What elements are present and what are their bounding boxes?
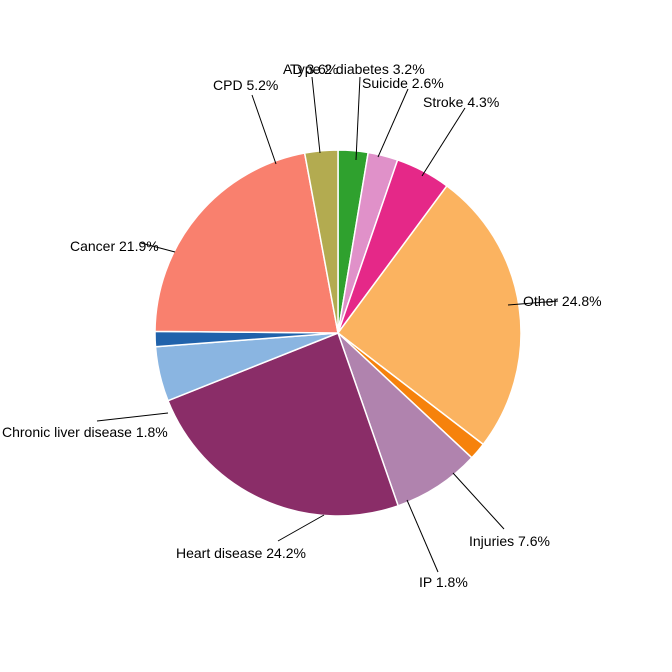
pie-slice-other — [337, 185, 522, 446]
slice-label-ip: IP 1.8% — [419, 574, 468, 590]
slice-label-cancer: Cancer 21.9% — [70, 238, 159, 254]
leader-line-heart-disease — [277, 514, 325, 542]
slice-label-injuries: Injuries 7.6% — [469, 533, 550, 549]
pie-slice-heart-disease — [167, 332, 399, 517]
slice-label-type-2-diabetes: Type 2 diabetes 3.2% — [290, 61, 425, 77]
leader-line-ad — [311, 76, 321, 154]
slice-label-heart-disease: Heart disease 24.2% — [176, 545, 306, 561]
leader-line-ip — [406, 499, 439, 573]
pie-slice-ad — [303, 149, 339, 334]
slice-label-ad: AD 3.6% — [283, 61, 338, 77]
slice-label-stroke: Stroke 4.3% — [423, 94, 499, 110]
slice-labels: CPD 5.2% AD 3.6%Type 2 diabetes 3.2%Suici… — [2, 61, 602, 590]
slice-label-chronic-liver: Chronic liver disease 1.8% — [2, 424, 168, 440]
leader-lines — [96, 76, 559, 573]
leader-line-stroke — [421, 107, 466, 177]
leader-line-cancer — [140, 242, 176, 253]
slice-label-other: Other 24.8% — [523, 293, 602, 309]
leader-line-chronic-liver — [96, 412, 169, 422]
slice-label-suicide: Suicide 2.6% — [362, 75, 444, 91]
leader-line-cpd — [251, 94, 277, 165]
leader-line-other — [507, 300, 559, 306]
leader-line-suicide — [377, 88, 409, 158]
slice-label-cpd: CPD 5.2% — [213, 77, 278, 93]
leader-line-type-2-diabetes — [355, 76, 361, 161]
pie-slices — [154, 149, 522, 517]
leader-line-injuries — [452, 472, 505, 530]
pie-slice-cancer — [154, 152, 339, 334]
